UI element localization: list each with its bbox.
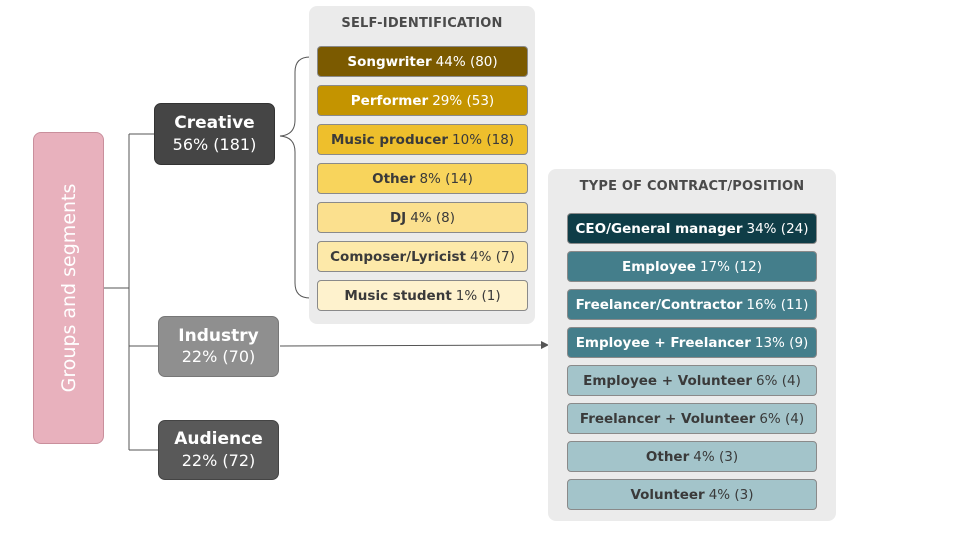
category-item: Performer 29% (53) — [317, 85, 528, 116]
category-name: Other — [372, 170, 416, 187]
root-node: Groups and segments — [33, 132, 104, 444]
category-name: Composer/Lyricist — [330, 248, 466, 265]
segment-value: 22% (72) — [181, 450, 256, 470]
category-item: Employee 17% (12) — [567, 251, 817, 282]
panel-title: SELF-IDENTIFICATION — [341, 16, 503, 31]
industry-arrow — [279, 341, 549, 350]
category-item: Employee + Freelancer 13% (9) — [567, 327, 817, 358]
category-value: 8% (14) — [419, 170, 473, 187]
category-value: 1% (1) — [455, 287, 501, 304]
segment-audience: Audience 22% (72) — [158, 420, 279, 480]
category-name: Employee + Freelancer — [575, 334, 751, 351]
category-name: Freelancer + Volunteer — [579, 410, 756, 427]
category-item: Other 8% (14) — [317, 163, 528, 194]
category-value: 29% (53) — [432, 92, 495, 109]
segment-name: Creative — [174, 113, 255, 134]
category-name: Volunteer — [630, 486, 705, 503]
category-value: 4% (3) — [708, 486, 754, 503]
category-value: 17% (12) — [699, 258, 762, 275]
category-value: 34% (24) — [746, 220, 809, 237]
category-name: Performer — [350, 92, 429, 109]
category-value: 4% (3) — [693, 448, 739, 465]
segment-value: 56% (181) — [172, 134, 257, 154]
category-name: DJ — [389, 209, 407, 226]
category-item: Music producer 10% (18) — [317, 124, 528, 155]
category-value: 13% (9) — [754, 334, 809, 351]
category-item: CEO/General manager 34% (24) — [567, 213, 817, 244]
category-value: 16% (11) — [746, 296, 809, 313]
category-item: Volunteer 4% (3) — [567, 479, 817, 510]
segment-value: 22% (70) — [181, 347, 256, 367]
contract-position-panel: TYPE OF CONTRACT/POSITION CEO/General ma… — [548, 169, 836, 521]
category-item: Songwriter 44% (80) — [317, 46, 528, 77]
category-item: Freelancer/Contractor 16% (11) — [567, 289, 817, 320]
category-value: 4% (8) — [410, 209, 456, 226]
category-name: Employee + Volunteer — [583, 372, 753, 389]
category-value: 6% (4) — [759, 410, 805, 427]
self-identification-panel: SELF-IDENTIFICATION Songwriter 44% (80) Pe… — [309, 6, 535, 324]
category-value: 10% (18) — [452, 131, 515, 148]
segment-name: Industry — [178, 325, 259, 346]
category-name: Music producer — [330, 131, 449, 148]
creative-brace — [279, 56, 311, 299]
root-label: Groups and segments — [57, 183, 80, 393]
category-item: Composer/Lyricist 4% (7) — [317, 241, 528, 272]
category-item: Other 4% (3) — [567, 441, 817, 472]
category-name: Freelancer/Contractor — [575, 296, 743, 313]
segment-name: Audience — [174, 429, 263, 450]
panel-title: TYPE OF CONTRACT/POSITION — [579, 179, 805, 194]
category-item: Freelancer + Volunteer 6% (4) — [567, 403, 817, 434]
category-item: Employee + Volunteer 6% (4) — [567, 365, 817, 396]
category-name: Employee — [622, 258, 696, 275]
segment-creative: Creative 56% (181) — [154, 103, 275, 165]
category-value: 44% (80) — [435, 53, 498, 70]
segment-industry: Industry 22% (70) — [158, 316, 279, 377]
category-name: Other — [645, 448, 690, 465]
category-item: DJ 4% (8) — [317, 202, 528, 233]
category-item: Music student 1% (1) — [317, 280, 528, 311]
category-value: 6% (4) — [756, 372, 801, 389]
category-name: Songwriter — [347, 53, 432, 70]
category-value: 4% (7) — [470, 248, 515, 265]
category-name: CEO/General manager — [575, 220, 743, 237]
category-name: Music student — [344, 287, 452, 304]
